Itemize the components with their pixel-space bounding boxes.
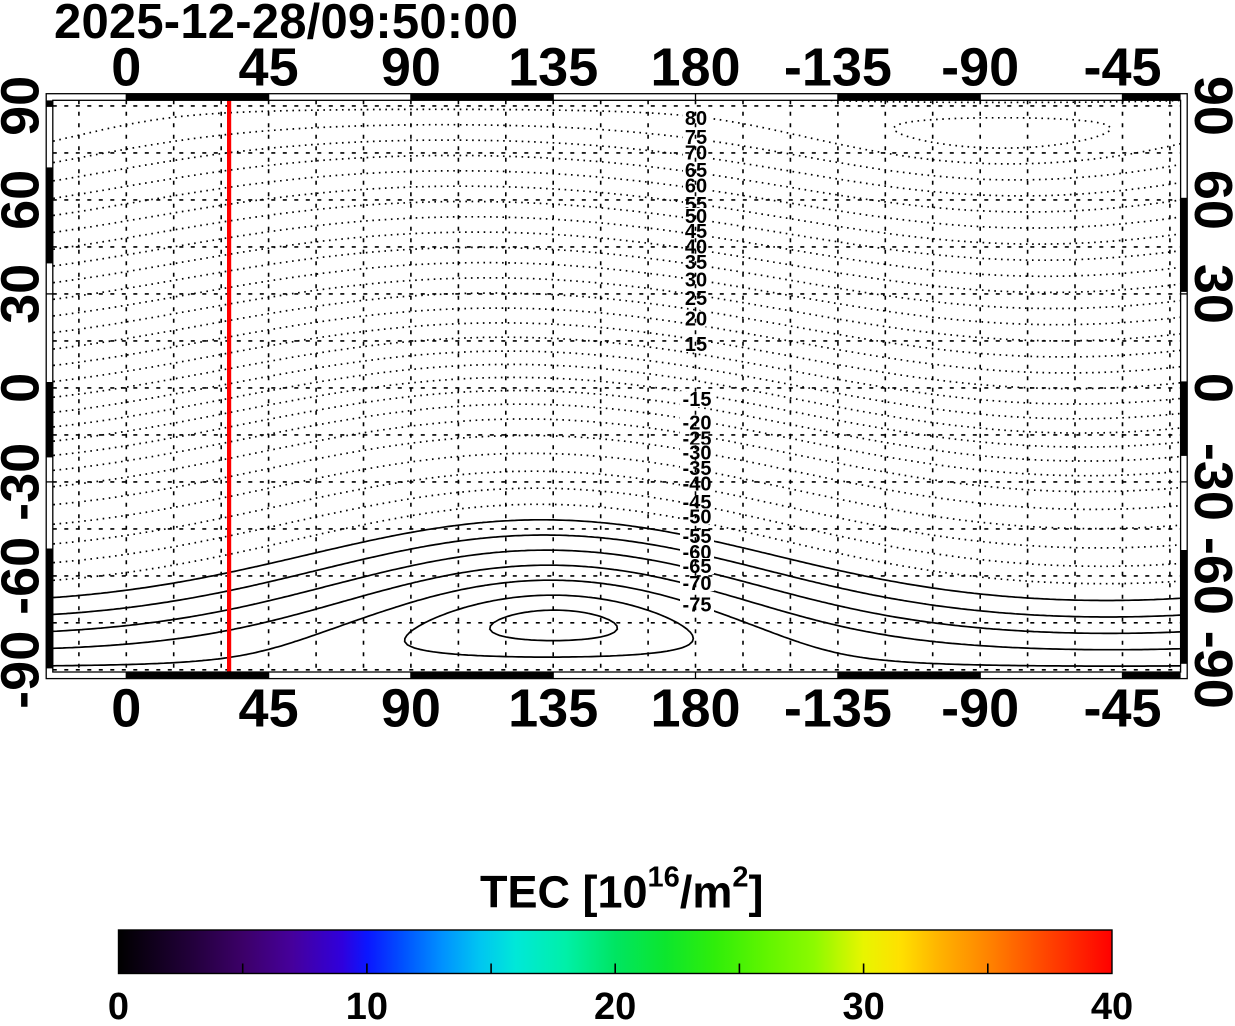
svg-text:180: 180 <box>650 38 740 98</box>
svg-text:40: 40 <box>1091 986 1133 1021</box>
svg-text:-15: -15 <box>683 389 712 411</box>
svg-text:45: 45 <box>239 38 299 98</box>
svg-text:10: 10 <box>346 986 388 1021</box>
svg-text:90: 90 <box>381 38 441 98</box>
svg-text:60: 60 <box>1183 170 1235 230</box>
svg-text:-50: -50 <box>683 506 712 528</box>
svg-text:70: 70 <box>685 143 707 165</box>
svg-text:0: 0 <box>111 679 141 739</box>
svg-text:-60: -60 <box>1183 537 1235 615</box>
svg-text:2025-12-28/09:50:00: 2025-12-28/09:50:00 <box>54 0 518 49</box>
svg-text:0: 0 <box>108 986 129 1021</box>
svg-text:40: 40 <box>685 237 707 259</box>
svg-text:90: 90 <box>381 679 441 739</box>
svg-text:-70: -70 <box>683 573 712 595</box>
svg-text:20: 20 <box>594 986 636 1021</box>
svg-text:-35: -35 <box>683 458 712 480</box>
svg-text:45: 45 <box>239 679 299 739</box>
svg-text:80: 80 <box>685 108 707 130</box>
svg-text:60: 60 <box>685 176 707 198</box>
svg-text:-90: -90 <box>0 631 51 709</box>
svg-text:30: 30 <box>842 986 884 1021</box>
svg-text:135: 135 <box>508 679 598 739</box>
svg-text:0: 0 <box>0 373 51 403</box>
svg-text:90: 90 <box>1183 76 1235 136</box>
svg-text:-30: -30 <box>683 443 712 465</box>
svg-text:-90: -90 <box>941 38 1019 98</box>
svg-text:60: 60 <box>0 170 51 230</box>
svg-text:TEC [1016/m2]: TEC [1016/m2] <box>480 862 763 918</box>
svg-text:-20: -20 <box>683 413 712 435</box>
svg-text:-75: -75 <box>683 594 712 616</box>
svg-text:-30: -30 <box>1183 443 1235 521</box>
svg-text:-55: -55 <box>683 526 712 548</box>
svg-text:-135: -135 <box>784 679 892 739</box>
svg-text:45: 45 <box>685 221 707 243</box>
svg-text:-135: -135 <box>784 38 892 98</box>
svg-text:0: 0 <box>1183 373 1235 403</box>
svg-text:30: 30 <box>685 270 707 292</box>
svg-text:-65: -65 <box>683 556 712 578</box>
svg-text:90: 90 <box>0 76 51 136</box>
svg-text:30: 30 <box>0 264 51 324</box>
svg-text:-30: -30 <box>0 443 51 521</box>
svg-text:-60: -60 <box>0 537 51 615</box>
svg-text:180: 180 <box>650 679 740 739</box>
svg-text:30: 30 <box>1183 264 1235 324</box>
svg-text:0: 0 <box>111 38 141 98</box>
svg-text:-90: -90 <box>941 679 1019 739</box>
svg-text:135: 135 <box>508 38 598 98</box>
svg-text:-40: -40 <box>683 474 712 496</box>
svg-text:-90: -90 <box>1183 631 1235 709</box>
svg-text:-45: -45 <box>1083 679 1161 739</box>
svg-text:-45: -45 <box>1083 38 1161 98</box>
